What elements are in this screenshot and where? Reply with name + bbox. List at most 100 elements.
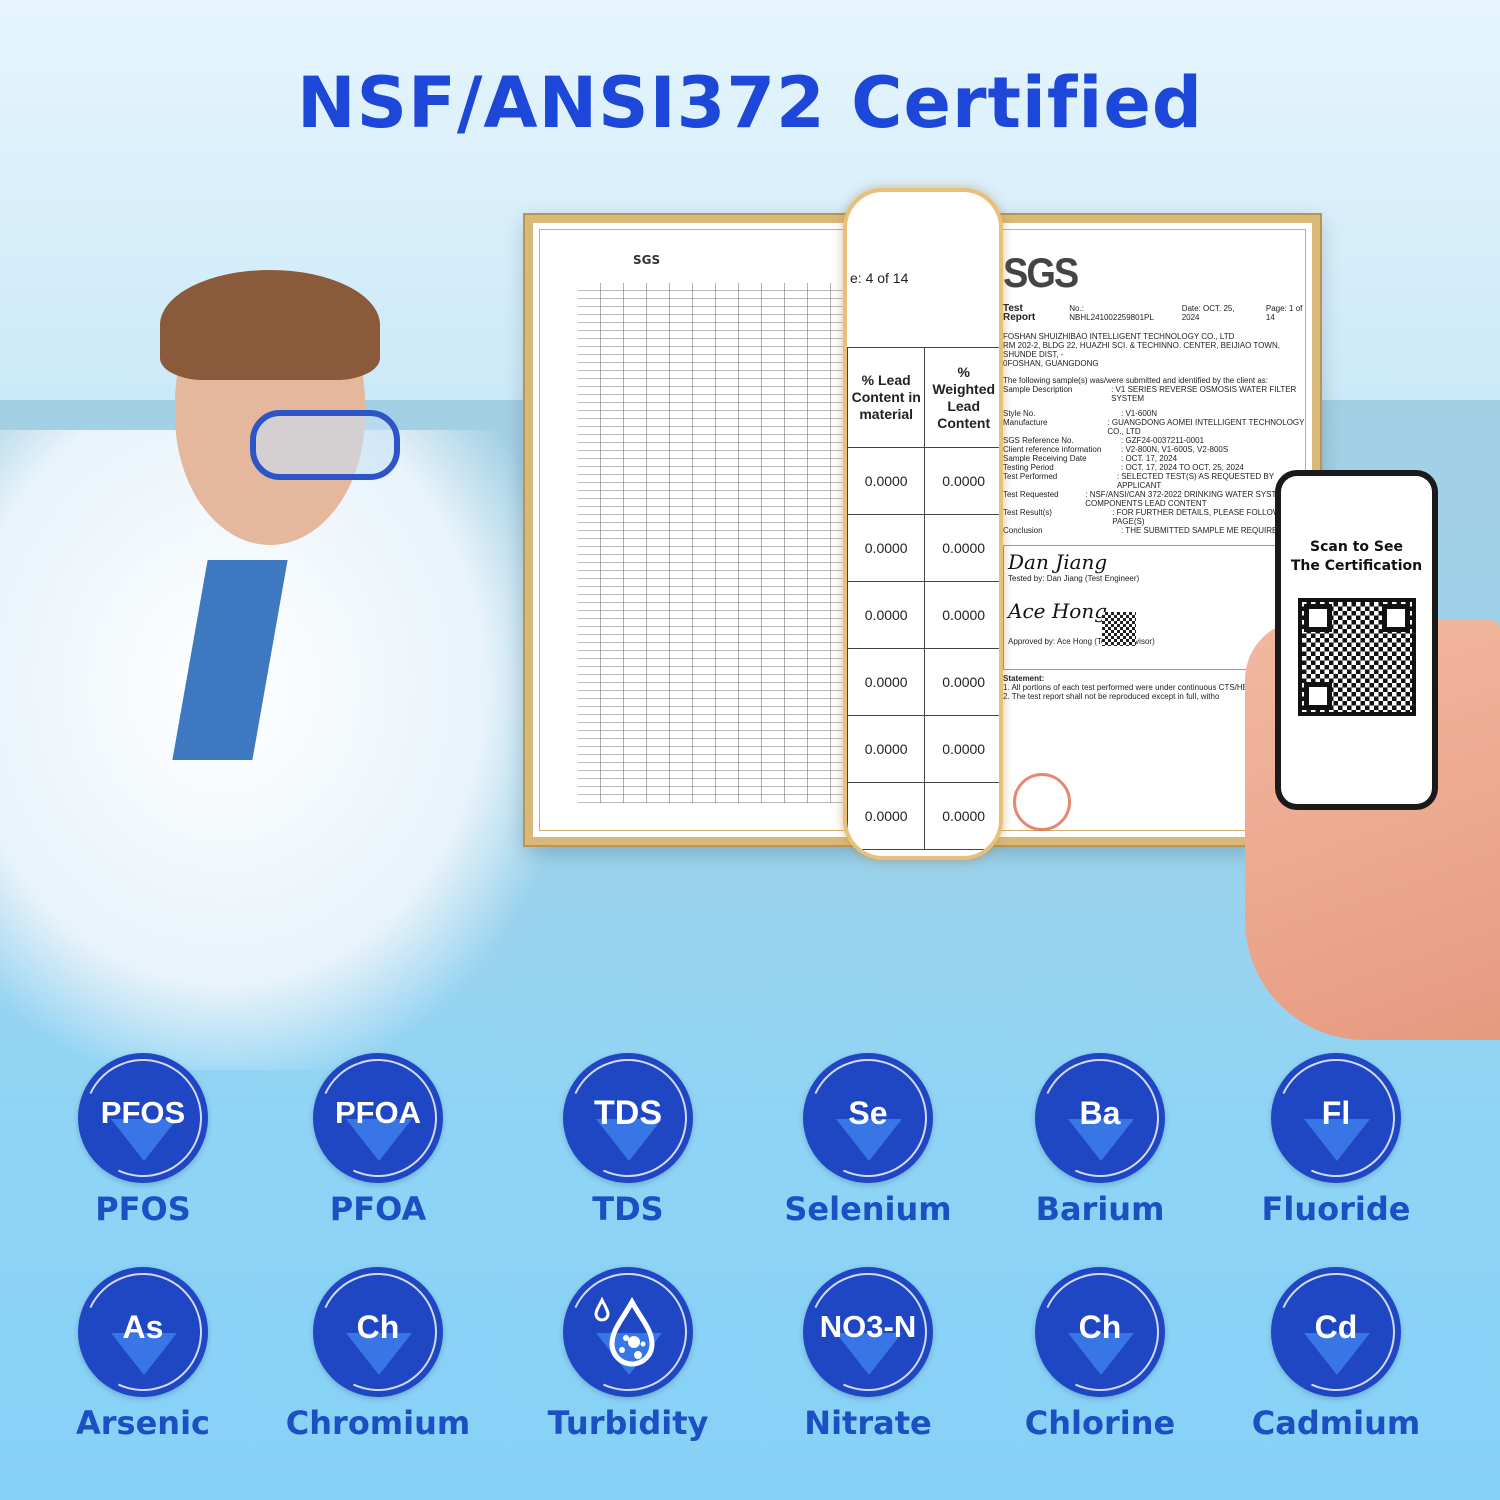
report-field: Conclusion : THE SUBMITTED SAMPLE ME REQU… bbox=[1003, 526, 1313, 535]
report-field: Sample Receiving Date: OCT. 17, 2024 bbox=[1003, 454, 1313, 463]
lead-content-table: % Lead Content in material % Weighted Le… bbox=[847, 347, 999, 850]
contaminant-badge-icon: Ba bbox=[1035, 1053, 1165, 1183]
seal-stamp-icon bbox=[1013, 773, 1071, 831]
field-value: : V2-800N, V1-600S, V2-800S bbox=[1121, 445, 1229, 454]
badge-symbol: Ba bbox=[1079, 1094, 1121, 1131]
report-field: Manufacture : GUANGDONG AOMEI INTELLIGENT… bbox=[1003, 418, 1313, 436]
table-row: 0.0000 0.0000 bbox=[847, 782, 999, 850]
table-cell: 0.0000 bbox=[924, 648, 999, 716]
report-field: Test Requested : NSF/ANSI/CAN 372-2022 DR… bbox=[1003, 490, 1313, 508]
field-value: : SELECTED TEST(S) AS REQUESTED BY APPLI… bbox=[1116, 472, 1274, 490]
field-label: Client reference information bbox=[1003, 445, 1102, 454]
contaminant-label: Chlorine bbox=[1024, 1404, 1176, 1442]
company: FOSHAN SHUIZHIBAO INTELLIGENT TECHNOLOGY… bbox=[1003, 332, 1235, 341]
contaminant-label: PFOS bbox=[95, 1190, 191, 1228]
report-field: Test Result(s): FOR FURTHER DETAILS, PLE… bbox=[1003, 508, 1313, 526]
field-value: : V1-600N bbox=[1121, 409, 1158, 418]
signature-box: Dan Jiang Tested by: Dan Jiang (Test Eng… bbox=[1003, 545, 1313, 670]
qr-code-icon bbox=[1102, 612, 1136, 646]
contaminant-label: PFOA bbox=[329, 1190, 427, 1228]
table-row: 0.0000 0.0000 bbox=[847, 648, 999, 716]
badge-symbol: Cd bbox=[1314, 1308, 1358, 1345]
table-cell: 0.0000 bbox=[924, 514, 999, 582]
statement: 1. All portions of each test performed w… bbox=[1003, 683, 1313, 692]
field-value: : FOR FURTHER DETAILS, PLEASE FOLLOWING … bbox=[1112, 508, 1295, 526]
contaminant-label: Selenium bbox=[784, 1190, 952, 1228]
badge-symbol: Ch bbox=[356, 1308, 400, 1345]
intro: The following sample(s) was/were submitt… bbox=[1003, 376, 1269, 385]
certificate-right-page: SGS Test Report No.: NBHL241002259801PL … bbox=[1003, 250, 1313, 833]
table-cell: 0.0000 bbox=[847, 715, 926, 783]
report-field: Testing Period : OCT. 17, 2024 TO OCT. 25… bbox=[1003, 463, 1313, 472]
column-header: % Weighted Lead Content bbox=[924, 347, 999, 448]
turbidity-drop-icon bbox=[594, 1296, 655, 1367]
address: RM 202-2, BLDG 22, HUAZHI SCI. & TECHINN… bbox=[1003, 341, 1280, 359]
table-cell: 0.0000 bbox=[924, 715, 999, 783]
signature: Ace Hong bbox=[1008, 599, 1108, 623]
table-cell: 0.0000 bbox=[847, 581, 926, 649]
address: 0FOSHAN, GUANGDONG bbox=[1003, 359, 1099, 368]
contaminant-badge-icon: Ch bbox=[1035, 1267, 1165, 1397]
contaminant-label: Nitrate bbox=[804, 1404, 932, 1442]
badge-symbol: Ch bbox=[1078, 1308, 1122, 1345]
report-page: Page: 1 of 14 bbox=[1265, 304, 1303, 322]
scientist-hair bbox=[160, 270, 380, 380]
table-row: 0.0000 0.0000 bbox=[847, 715, 999, 783]
table-cell: 0.0000 bbox=[847, 648, 926, 716]
badge-symbol: NO3-N bbox=[819, 1309, 917, 1344]
contaminant-badge-icon: Cd bbox=[1271, 1267, 1401, 1397]
report-fields: Sample Description: V1 SERIES REVERSE OS… bbox=[1003, 385, 1313, 535]
qr-code-icon[interactable] bbox=[1297, 598, 1416, 716]
field-label: Conclusion bbox=[1003, 526, 1043, 535]
field-value: : NSF/ANSI/CAN 372-2022 DRINKING WATER S… bbox=[1085, 490, 1289, 508]
report-field: Test Performed: SELECTED TEST(S) AS REQU… bbox=[1003, 472, 1313, 490]
scan-text: Scan to See bbox=[1310, 539, 1403, 555]
report-date: Date: OCT. 25, 2024 bbox=[1181, 304, 1235, 322]
table-cell: 0.0000 bbox=[924, 447, 999, 515]
approved-by: Approved by: Ace Hong (Test Supervisor) bbox=[1008, 637, 1155, 646]
report-field: Sample Description: V1 SERIES REVERSE OS… bbox=[1003, 385, 1313, 403]
badge-symbol: PFOS bbox=[100, 1095, 186, 1130]
badge-symbol: Fl bbox=[1321, 1094, 1351, 1131]
statement-title: Statement: bbox=[1003, 674, 1045, 683]
badge-symbol: As bbox=[122, 1308, 164, 1345]
contaminant-label: Turbidity bbox=[547, 1404, 709, 1442]
field-value: : V1 SERIES REVERSE OSMOSIS WATER FILTER… bbox=[1111, 385, 1297, 403]
report-field: SGS Reference No.: GZF24-0037211-0001 bbox=[1003, 436, 1313, 445]
table-cell: 0.0000 bbox=[847, 514, 926, 582]
field-label: SGS Reference No. bbox=[1003, 436, 1074, 445]
field-label: Testing Period bbox=[1003, 463, 1054, 472]
report-field: Style No. : V1-600N bbox=[1003, 409, 1313, 418]
field-value: : OCT. 17, 2024 TO OCT. 25, 2024 bbox=[1121, 463, 1244, 472]
contaminant-badge-icon: Fl bbox=[1271, 1053, 1401, 1183]
contaminant-badge-icon: Se bbox=[803, 1053, 933, 1183]
table-row: 0.0000 0.0000 bbox=[847, 514, 999, 582]
sgs-logo: SGS bbox=[1003, 250, 1079, 298]
column-header: % Lead Content in material bbox=[847, 347, 926, 448]
table-cell: 0.0000 bbox=[847, 782, 926, 850]
table-cell: 0.0000 bbox=[847, 447, 926, 515]
field-value: : GUANGDONG AOMEI INTELLIGENT TECHNOLOGY… bbox=[1107, 418, 1305, 436]
badge-symbol: Se bbox=[848, 1094, 888, 1131]
field-value: : THE SUBMITTED SAMPLE ME REQUIREMENT bbox=[1121, 526, 1300, 535]
magnifier-strip: % Lead Content in material % Weighted Le… bbox=[843, 188, 1003, 860]
table-row: 0.0000 0.0000 bbox=[847, 447, 999, 515]
page-title: NSF/ANSI372 Certified bbox=[297, 62, 1203, 144]
field-label: Sample Receiving Date bbox=[1003, 454, 1087, 463]
table-row: 0.0000 0.0000 bbox=[847, 581, 999, 649]
contaminant-label: Barium bbox=[1035, 1190, 1165, 1228]
field-label: Manufacture bbox=[1003, 418, 1048, 427]
table-cell: 0.0000 bbox=[924, 782, 999, 850]
contaminant-label: Chromium bbox=[285, 1404, 471, 1442]
field-label: Test Requested bbox=[1003, 490, 1059, 499]
contaminant-badge-icon: Ch bbox=[313, 1267, 443, 1397]
page-indicator: e: 4 of 14 bbox=[850, 270, 909, 286]
contaminant-label: Cadmium bbox=[1251, 1404, 1421, 1442]
tested-by: Tested by: Dan Jiang (Test Engineer) bbox=[1008, 574, 1140, 583]
contaminant-label: Arsenic bbox=[75, 1404, 210, 1442]
report-field: Client reference information : V2-800N, V… bbox=[1003, 445, 1313, 454]
contaminant-label: Fluoride bbox=[1261, 1190, 1411, 1228]
contaminant-badge-icon: As bbox=[78, 1267, 208, 1397]
field-label: Style No. bbox=[1003, 409, 1036, 418]
safety-goggles bbox=[250, 410, 400, 480]
